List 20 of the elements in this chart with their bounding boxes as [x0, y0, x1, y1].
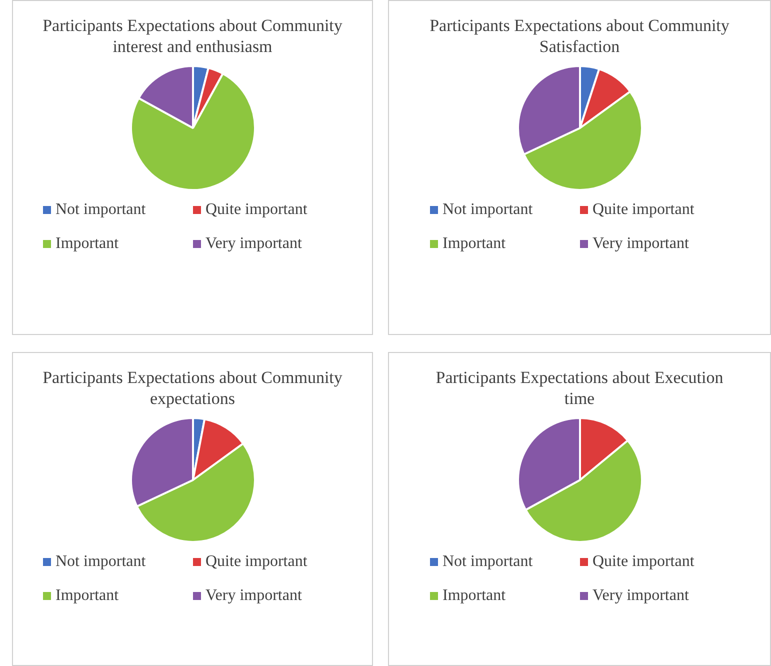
legend-label: Important — [54, 235, 120, 253]
chart-title: Participants Expectations about Community Satisfaction — [430, 15, 730, 57]
legend-label: Not important — [442, 201, 534, 219]
legend-label: Very important — [204, 235, 303, 253]
legend-label: Not important — [442, 553, 534, 571]
legend-label: Very important — [204, 587, 303, 605]
legend-label: Important — [442, 587, 507, 605]
legend-label: Quite important — [592, 201, 696, 219]
legend-label: Very important — [592, 235, 690, 253]
legend-label: Not important — [54, 201, 147, 219]
chart-title: Participants Expectations about Community expectations — [42, 367, 342, 409]
legend-label: Important — [442, 235, 507, 253]
chart-title: Participants Expectations about Community interest and enthusiasm — [42, 15, 342, 57]
legend-label: Quite important — [204, 201, 308, 219]
legend-label: Quite important — [204, 553, 308, 571]
legend-label: Very important — [592, 587, 690, 605]
legend-label: Not important — [54, 553, 147, 571]
legend-label: Quite important — [592, 553, 696, 571]
legend-label: Important — [54, 587, 120, 605]
chart-title: Participants Expectations about Execution time — [434, 367, 724, 409]
